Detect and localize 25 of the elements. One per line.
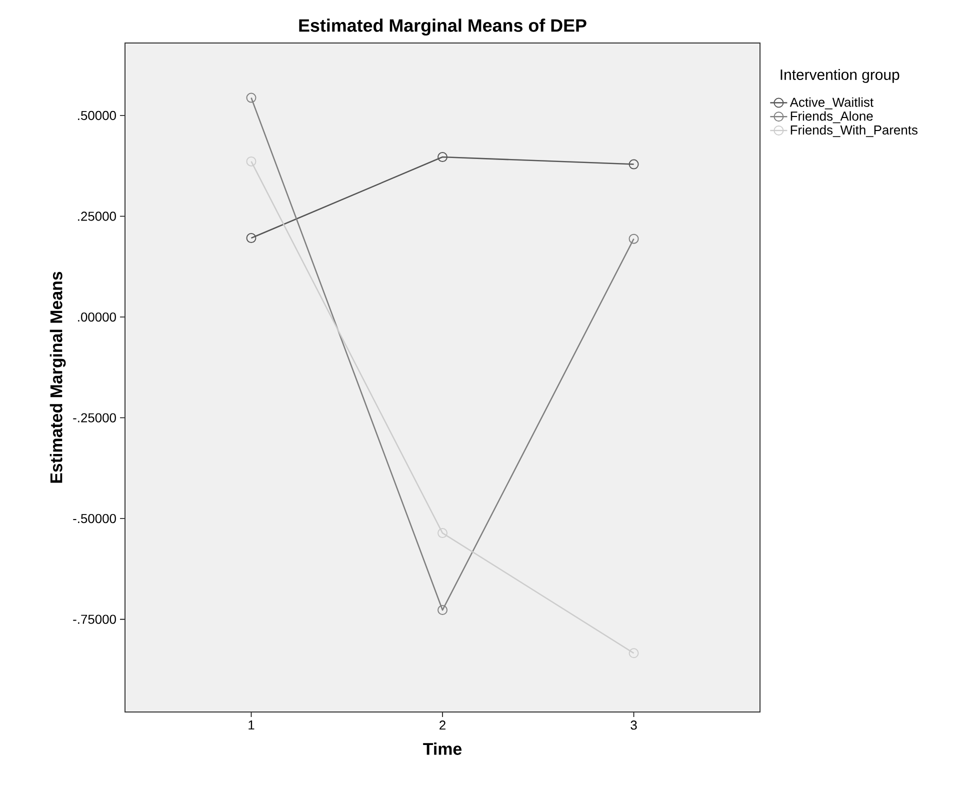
point	[246, 92, 256, 103]
point	[438, 605, 448, 616]
x-tick-label: 3	[630, 720, 637, 730]
point	[438, 152, 448, 162]
point	[628, 234, 639, 244]
point	[628, 159, 639, 170]
y-tick-label: -.25000	[73, 413, 116, 422]
point	[438, 528, 448, 538]
legend-label: Friends_Alone	[790, 111, 873, 124]
y-axis-title: Estimated Marginal Means	[50, 272, 66, 483]
point	[628, 648, 639, 658]
y-tick-label: .00000	[78, 312, 116, 322]
legend-label: Friends_With_Parents	[790, 125, 918, 138]
y-tick-label: -.75000	[73, 614, 116, 624]
x-axis-title: Time	[423, 742, 462, 755]
legend-label: Active_Waitlist	[790, 97, 874, 110]
y-tick-label: .50000	[78, 110, 116, 120]
y-tick-label: -.50000	[73, 514, 116, 524]
y-tick-label: .25000	[78, 212, 116, 221]
x-tick-label: 1	[248, 720, 254, 730]
chart-title: Estimated Marginal Means of DEP	[299, 18, 586, 36]
point	[246, 233, 256, 244]
legend-title: Intervention group	[780, 69, 900, 83]
point	[246, 156, 256, 166]
x-tick-label: 2	[440, 720, 446, 730]
